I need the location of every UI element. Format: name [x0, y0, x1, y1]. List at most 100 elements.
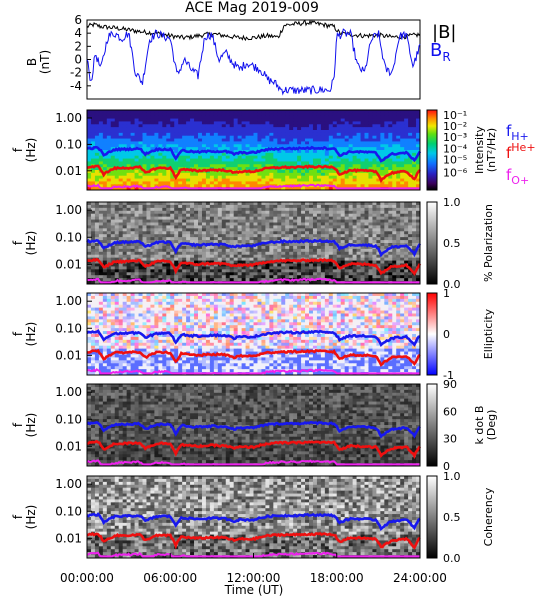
spectrogram-cell	[225, 158, 231, 162]
spectrogram-cell	[146, 124, 151, 128]
spectrogram-cell	[122, 141, 128, 145]
spectrogram-cell	[273, 118, 278, 122]
spectrogram-cell	[245, 172, 250, 177]
spectrogram-cell	[134, 112, 139, 117]
spectrogram-cell	[340, 175, 346, 179]
spectrogram-cell	[356, 272, 361, 276]
spectrogram-cell	[182, 178, 187, 182]
spectrogram-cell	[328, 112, 334, 117]
spectrogram-cell	[182, 293, 187, 297]
spectrogram-cell	[281, 219, 286, 223]
spectrogram-cell	[166, 170, 171, 174]
spectrogram-cell	[273, 172, 278, 177]
spectrogram-cell	[285, 216, 290, 220]
spectrogram-cell	[138, 170, 143, 174]
spectrogram-cell	[352, 147, 357, 151]
spectrogram-cell	[126, 110, 131, 114]
spectrogram-cell	[340, 115, 346, 119]
spectrogram-cell	[265, 164, 270, 168]
spectrogram-cell	[372, 204, 377, 209]
spectrogram-cell	[328, 219, 334, 223]
spectrogram-cell	[348, 124, 353, 128]
spectrogram-cell	[186, 231, 191, 235]
spectrogram-cell	[213, 207, 219, 212]
spectrogram-cell	[174, 202, 179, 206]
spectrogram-cell	[400, 164, 405, 168]
spectrogram-cell	[166, 115, 171, 119]
spectrogram-cell	[265, 216, 270, 220]
spectrogram-cell	[396, 147, 401, 151]
spectrogram-cell	[221, 240, 227, 244]
spectrogram-cell	[122, 245, 128, 250]
spectrogram-cell	[170, 115, 175, 119]
spectrogram-cell	[90, 158, 96, 162]
spectrogram-cell	[194, 213, 199, 218]
spectrogram-cell	[94, 144, 100, 148]
spectrogram-cell	[186, 175, 191, 179]
spectrogram-cell	[146, 257, 151, 261]
spectrogram-cell	[134, 228, 139, 232]
spectrogram-cell	[396, 155, 401, 159]
spectrogram-cell	[178, 172, 183, 177]
spectrogram-cell	[186, 178, 191, 182]
spectrogram-cell	[404, 112, 409, 117]
spectrogram-cell	[328, 243, 334, 247]
spectrogram-cell	[312, 219, 318, 223]
spectrogram-cell	[257, 207, 262, 212]
spectrogram-cell	[312, 130, 318, 134]
spectrogram-cell	[273, 178, 278, 182]
spectrogram-cell	[404, 202, 409, 206]
spectrogram-cell	[122, 204, 128, 209]
spectrogram-cell	[205, 275, 211, 279]
spectrogram-cell	[388, 181, 393, 185]
spectrogram-cell	[332, 269, 338, 273]
spectrogram-cell	[241, 222, 246, 226]
spectrogram-cell	[126, 135, 131, 139]
spectrogram-cell	[289, 115, 294, 119]
spectrogram-cell	[249, 158, 254, 162]
spectrogram-cell	[134, 181, 139, 185]
spectrogram-cell	[213, 184, 219, 188]
spectrogram-cell	[360, 181, 365, 185]
spectrogram-cell	[309, 187, 314, 191]
spectrogram-cell	[190, 213, 195, 218]
spectrogram-cell	[269, 172, 274, 177]
spectrogram-cell	[269, 204, 274, 209]
spectrogram-cell	[384, 115, 389, 119]
spectrogram-cell	[400, 110, 405, 114]
spectrogram-cell	[380, 110, 385, 114]
spectrogram-cell	[154, 141, 159, 145]
spectrogram-cell	[261, 231, 266, 235]
spectrogram-cell	[412, 152, 417, 157]
spectrogram-cell	[253, 251, 258, 256]
spectrogram-cell	[198, 178, 203, 182]
spectrogram-cell	[384, 210, 389, 215]
spectrogram-cell	[209, 138, 215, 142]
spectrogram-cell	[194, 181, 199, 185]
spectrogram-cell	[388, 110, 393, 114]
spectrogram-cell	[209, 275, 215, 279]
spectrogram-cell	[138, 254, 143, 259]
spectrogram-cell	[194, 155, 199, 159]
spectrogram-cell	[142, 124, 147, 128]
spectrogram-cell	[372, 202, 377, 206]
spectrogram-cell	[320, 254, 326, 259]
spectrogram-cell	[229, 135, 235, 139]
spectrogram-cell	[126, 237, 131, 241]
spectrogram-cell	[138, 222, 143, 226]
spectrogram-cell	[320, 130, 326, 134]
spectrogram-cell	[316, 243, 322, 247]
spectrogram-cell	[281, 181, 286, 185]
frequency-tick-label: 0.10	[55, 230, 82, 244]
spectrogram-cell	[186, 124, 191, 128]
spectrogram-cell	[154, 207, 159, 212]
spectrogram-cell	[328, 269, 334, 273]
spectrogram-cell	[324, 167, 330, 171]
spectrogram-cell	[229, 138, 235, 142]
spectrogram-cell	[396, 269, 401, 273]
spectrogram-cell	[265, 243, 270, 247]
spectrogram-cell	[186, 152, 191, 157]
spectrogram-cell	[336, 175, 342, 179]
spectrogram-cell	[134, 272, 139, 276]
spectrogram-cell	[261, 170, 266, 174]
